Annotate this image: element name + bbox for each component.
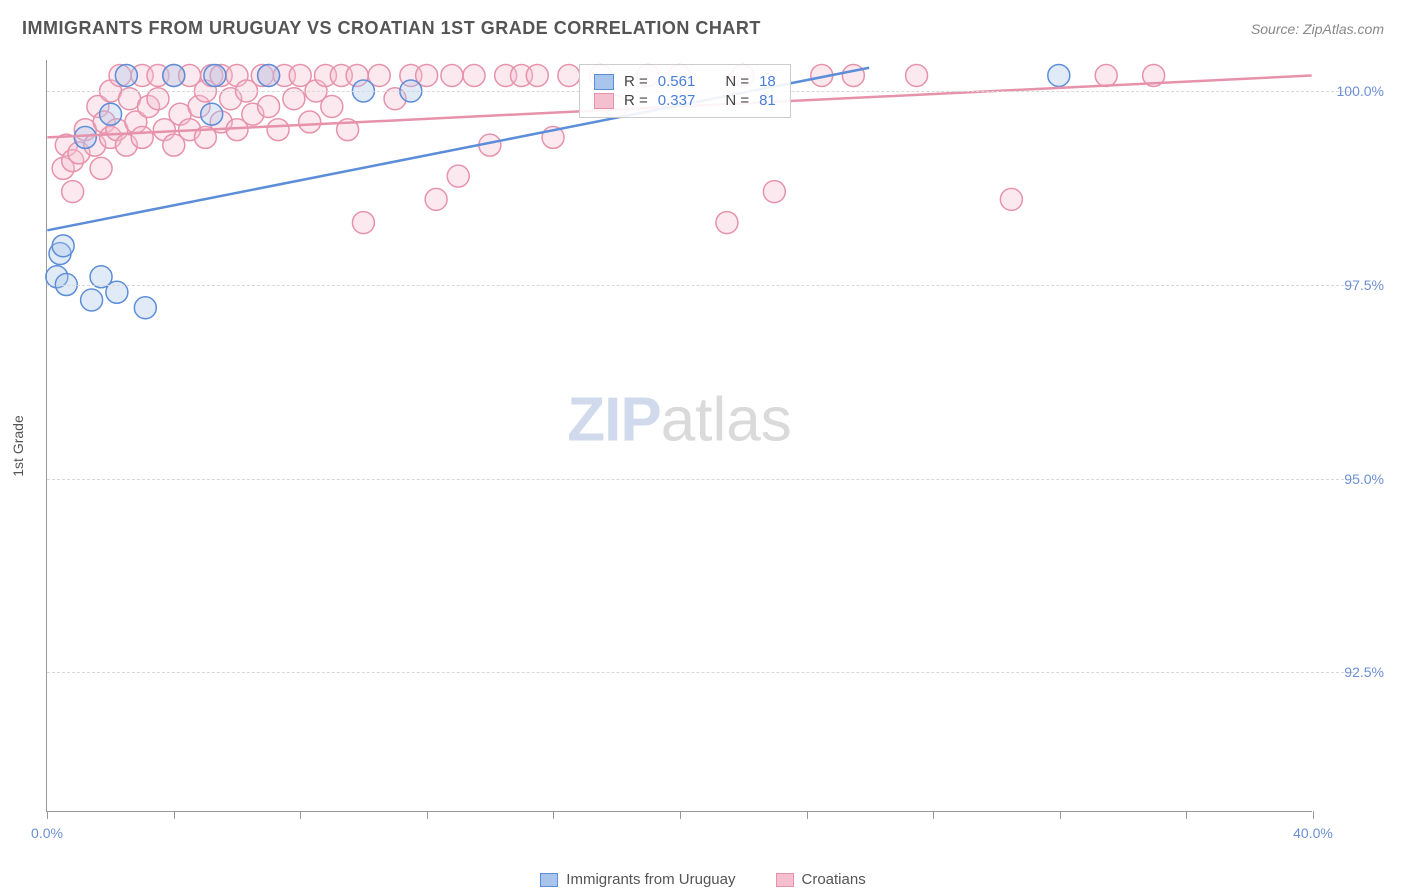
x-tick xyxy=(174,811,175,819)
gridline xyxy=(47,285,1354,286)
legend-r-value: 0.561 xyxy=(658,73,696,90)
legend-swatch xyxy=(540,873,558,887)
legend-r-value: 0.337 xyxy=(658,92,696,109)
legend-row: R = 0.561 N = 18 xyxy=(594,73,776,90)
data-point xyxy=(558,64,580,86)
x-tick xyxy=(1186,811,1187,819)
x-tick-label: 0.0% xyxy=(31,825,63,841)
x-tick xyxy=(300,811,301,819)
y-tick-label: 100.0% xyxy=(1337,83,1384,99)
x-tick xyxy=(553,811,554,819)
chart-svg xyxy=(47,60,1312,811)
legend-r-label: R = xyxy=(624,73,648,90)
data-point xyxy=(425,188,447,210)
data-point xyxy=(321,95,343,117)
data-point xyxy=(258,95,280,117)
data-point xyxy=(131,126,153,148)
legend-box: R = 0.561 N = 18 R = 0.337 N = 81 xyxy=(579,64,791,118)
legend-row: R = 0.337 N = 81 xyxy=(594,92,776,109)
bottom-legend-item: Croatians xyxy=(776,871,866,888)
legend-swatch xyxy=(594,74,614,90)
y-tick-label: 92.5% xyxy=(1344,664,1384,680)
x-tick xyxy=(1060,811,1061,819)
data-point xyxy=(441,64,463,86)
data-point xyxy=(90,157,112,179)
data-point xyxy=(906,64,928,86)
data-point xyxy=(267,119,289,141)
data-point xyxy=(52,235,74,257)
x-tick xyxy=(427,811,428,819)
bottom-legend: Immigrants from Uruguay Croatians xyxy=(0,871,1406,888)
data-point xyxy=(526,64,548,86)
source-label: Source: ZipAtlas.com xyxy=(1251,21,1384,37)
y-axis-label: 1st Grade xyxy=(10,415,26,476)
gridline xyxy=(47,672,1354,673)
data-point xyxy=(352,212,374,234)
data-point xyxy=(201,103,223,125)
x-tick xyxy=(47,811,48,819)
data-point xyxy=(1048,64,1070,86)
data-point xyxy=(74,126,96,148)
data-point xyxy=(1095,64,1117,86)
chart-title: IMMIGRANTS FROM URUGUAY VS CROATIAN 1ST … xyxy=(22,18,761,39)
bottom-legend-item: Immigrants from Uruguay xyxy=(540,871,735,888)
chart-container: IMMIGRANTS FROM URUGUAY VS CROATIAN 1ST … xyxy=(0,0,1406,892)
y-tick-label: 95.0% xyxy=(1344,471,1384,487)
data-point xyxy=(842,64,864,86)
legend-n-label: N = xyxy=(725,73,749,90)
x-tick xyxy=(680,811,681,819)
data-point xyxy=(134,297,156,319)
legend-n-value: 18 xyxy=(759,73,776,90)
data-point xyxy=(204,64,226,86)
y-tick-label: 97.5% xyxy=(1344,277,1384,293)
data-point xyxy=(258,64,280,86)
x-tick xyxy=(1313,811,1314,819)
data-point xyxy=(447,165,469,187)
data-point xyxy=(1000,188,1022,210)
gridline xyxy=(47,479,1354,480)
data-point xyxy=(463,64,485,86)
legend-swatch xyxy=(594,93,614,109)
data-point xyxy=(299,111,321,133)
legend-label: Immigrants from Uruguay xyxy=(566,871,735,888)
legend-n-value: 81 xyxy=(759,92,776,109)
legend-swatch xyxy=(776,873,794,887)
data-point xyxy=(81,289,103,311)
data-point xyxy=(115,64,137,86)
x-tick-label: 40.0% xyxy=(1293,825,1333,841)
legend-r-label: R = xyxy=(624,92,648,109)
data-point xyxy=(763,181,785,203)
legend-label: Croatians xyxy=(802,871,866,888)
data-point xyxy=(716,212,738,234)
x-tick xyxy=(933,811,934,819)
data-point xyxy=(163,64,185,86)
plot-area: ZIPatlas R =0.561N =18R =0.337N =81 92.5… xyxy=(46,60,1312,812)
data-point xyxy=(62,181,84,203)
title-bar: IMMIGRANTS FROM URUGUAY VS CROATIAN 1ST … xyxy=(22,18,1384,39)
legend-n-label: N = xyxy=(725,92,749,109)
data-point xyxy=(100,103,122,125)
x-tick xyxy=(807,811,808,819)
